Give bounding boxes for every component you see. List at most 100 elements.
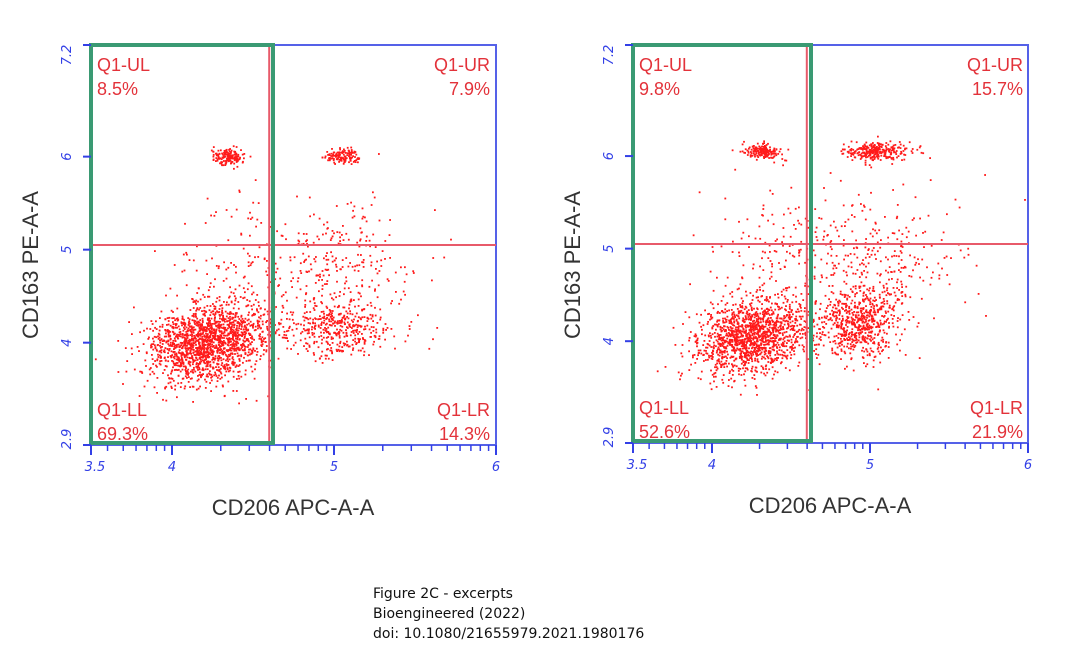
data-point [759, 146, 762, 149]
data-point [841, 333, 844, 336]
data-point [171, 378, 174, 380]
data-point [432, 257, 435, 259]
data-point [244, 321, 246, 324]
data-point [869, 311, 872, 314]
data-point [181, 359, 184, 362]
data-point [325, 318, 327, 320]
data-point [362, 337, 364, 339]
data-point [748, 146, 751, 149]
data-point [241, 349, 244, 351]
data-point [286, 330, 288, 333]
data-point [850, 140, 853, 143]
data-point [236, 159, 239, 162]
data-point [217, 320, 220, 323]
data-point [783, 354, 786, 357]
data-point [195, 324, 198, 327]
data-point [245, 398, 247, 400]
data-point [771, 361, 774, 363]
data-point [756, 394, 758, 396]
data-point [202, 350, 205, 353]
data-point [216, 335, 219, 337]
data-point [864, 145, 866, 147]
data-point [253, 313, 256, 316]
data-point [175, 352, 178, 355]
data-point [195, 338, 197, 340]
data-point [791, 320, 794, 323]
data-point [773, 359, 776, 362]
data-point [177, 382, 180, 385]
data-point [240, 334, 242, 337]
data-point [209, 339, 212, 341]
data-point [694, 362, 697, 364]
data-point [342, 157, 345, 159]
data-point [727, 332, 730, 334]
data-point [327, 357, 330, 360]
data-point [221, 152, 223, 155]
data-point [744, 353, 746, 355]
data-point [770, 340, 772, 343]
data-point [185, 251, 188, 254]
data-point [216, 369, 218, 371]
data-point [326, 263, 329, 266]
data-point [139, 331, 141, 334]
data-point [230, 262, 232, 264]
data-point [276, 329, 278, 332]
data-point [803, 310, 806, 313]
data-point [768, 149, 771, 152]
data-point [219, 371, 222, 374]
data-point [257, 202, 260, 204]
data-point [191, 298, 193, 300]
data-point [190, 332, 193, 334]
data-point [339, 324, 342, 327]
data-point [752, 150, 755, 153]
data-point [220, 357, 222, 359]
data-point [750, 318, 753, 320]
data-point [189, 346, 192, 349]
plot-right-points [656, 135, 1026, 396]
data-point [216, 351, 219, 354]
data-point [869, 303, 871, 306]
data-point [722, 339, 725, 342]
data-point [257, 301, 260, 304]
data-point [235, 265, 237, 268]
data-point [302, 233, 305, 235]
data-point [879, 148, 881, 151]
data-point [302, 252, 305, 255]
data-point [174, 384, 177, 387]
data-point [359, 317, 362, 320]
data-point [714, 375, 717, 378]
data-point [192, 371, 195, 374]
data-point [331, 310, 334, 312]
data-point [255, 353, 258, 356]
data-point [735, 335, 738, 338]
data-point [774, 325, 776, 327]
data-point [793, 353, 796, 356]
data-point [751, 367, 753, 370]
data-point [219, 315, 221, 317]
data-point [732, 355, 735, 358]
data-point [227, 303, 230, 306]
data-point [360, 325, 363, 328]
data-point [122, 383, 124, 385]
data-point [348, 303, 351, 306]
data-point [327, 159, 329, 162]
data-point [234, 319, 237, 322]
data-point [192, 344, 194, 347]
data-point [762, 332, 764, 335]
data-point [219, 339, 221, 341]
data-point [246, 319, 249, 322]
data-point [883, 155, 885, 157]
data-point [238, 327, 240, 330]
data-point [328, 158, 331, 161]
data-point [815, 300, 817, 302]
data-point [753, 347, 756, 349]
data-point [335, 263, 337, 266]
data-point [198, 357, 201, 360]
data-point [212, 353, 214, 356]
data-point [235, 146, 238, 148]
data-point [339, 328, 341, 331]
data-point [240, 343, 243, 346]
data-point [338, 156, 340, 159]
data-point [875, 326, 877, 328]
data-point [341, 259, 344, 261]
